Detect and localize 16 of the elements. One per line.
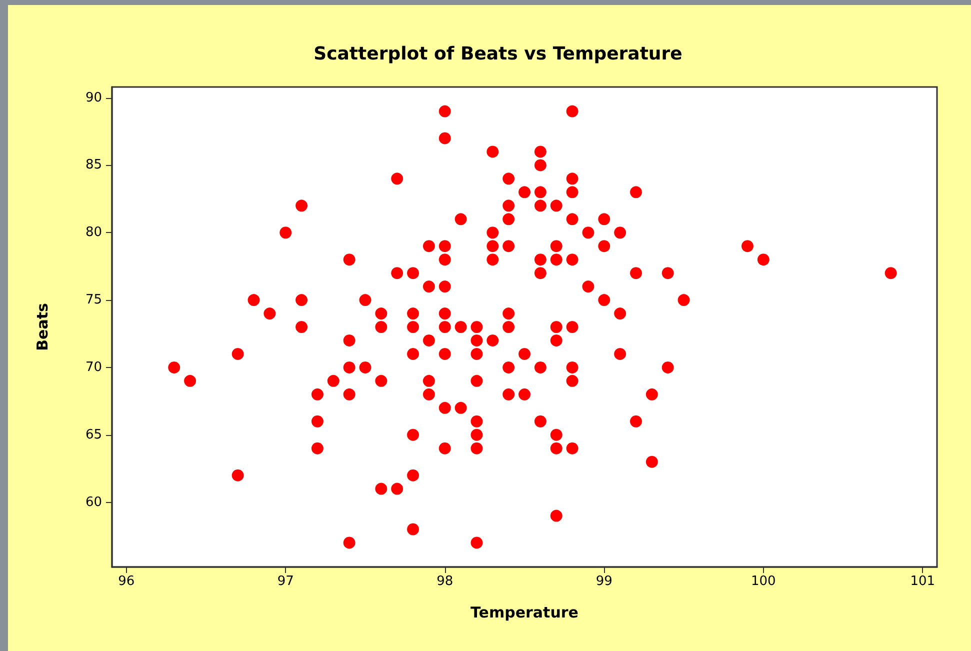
y-tick-label: 85 (85, 158, 102, 173)
y-tick-label: 60 (85, 494, 102, 510)
x-tick-label: 101 (910, 574, 936, 589)
y-tick-label: 80 (85, 225, 102, 240)
y-tick-label: 90 (85, 90, 102, 106)
y-tick-label: 70 (85, 360, 102, 375)
y-tick-label: 75 (85, 292, 102, 308)
x-tick-label: 98 (436, 574, 454, 589)
y-axis-title: Beats (34, 303, 52, 351)
x-tick-label: 97 (277, 574, 294, 589)
x-axis-title: Temperature (470, 604, 578, 622)
chart-title: Scatterplot of Beats vs Temperature (314, 44, 682, 64)
x-tick-label: 100 (750, 574, 776, 589)
y-tick-label: 65 (85, 427, 102, 442)
x-tick-label: 99 (596, 574, 612, 589)
x-tick-label: 96 (118, 574, 135, 589)
